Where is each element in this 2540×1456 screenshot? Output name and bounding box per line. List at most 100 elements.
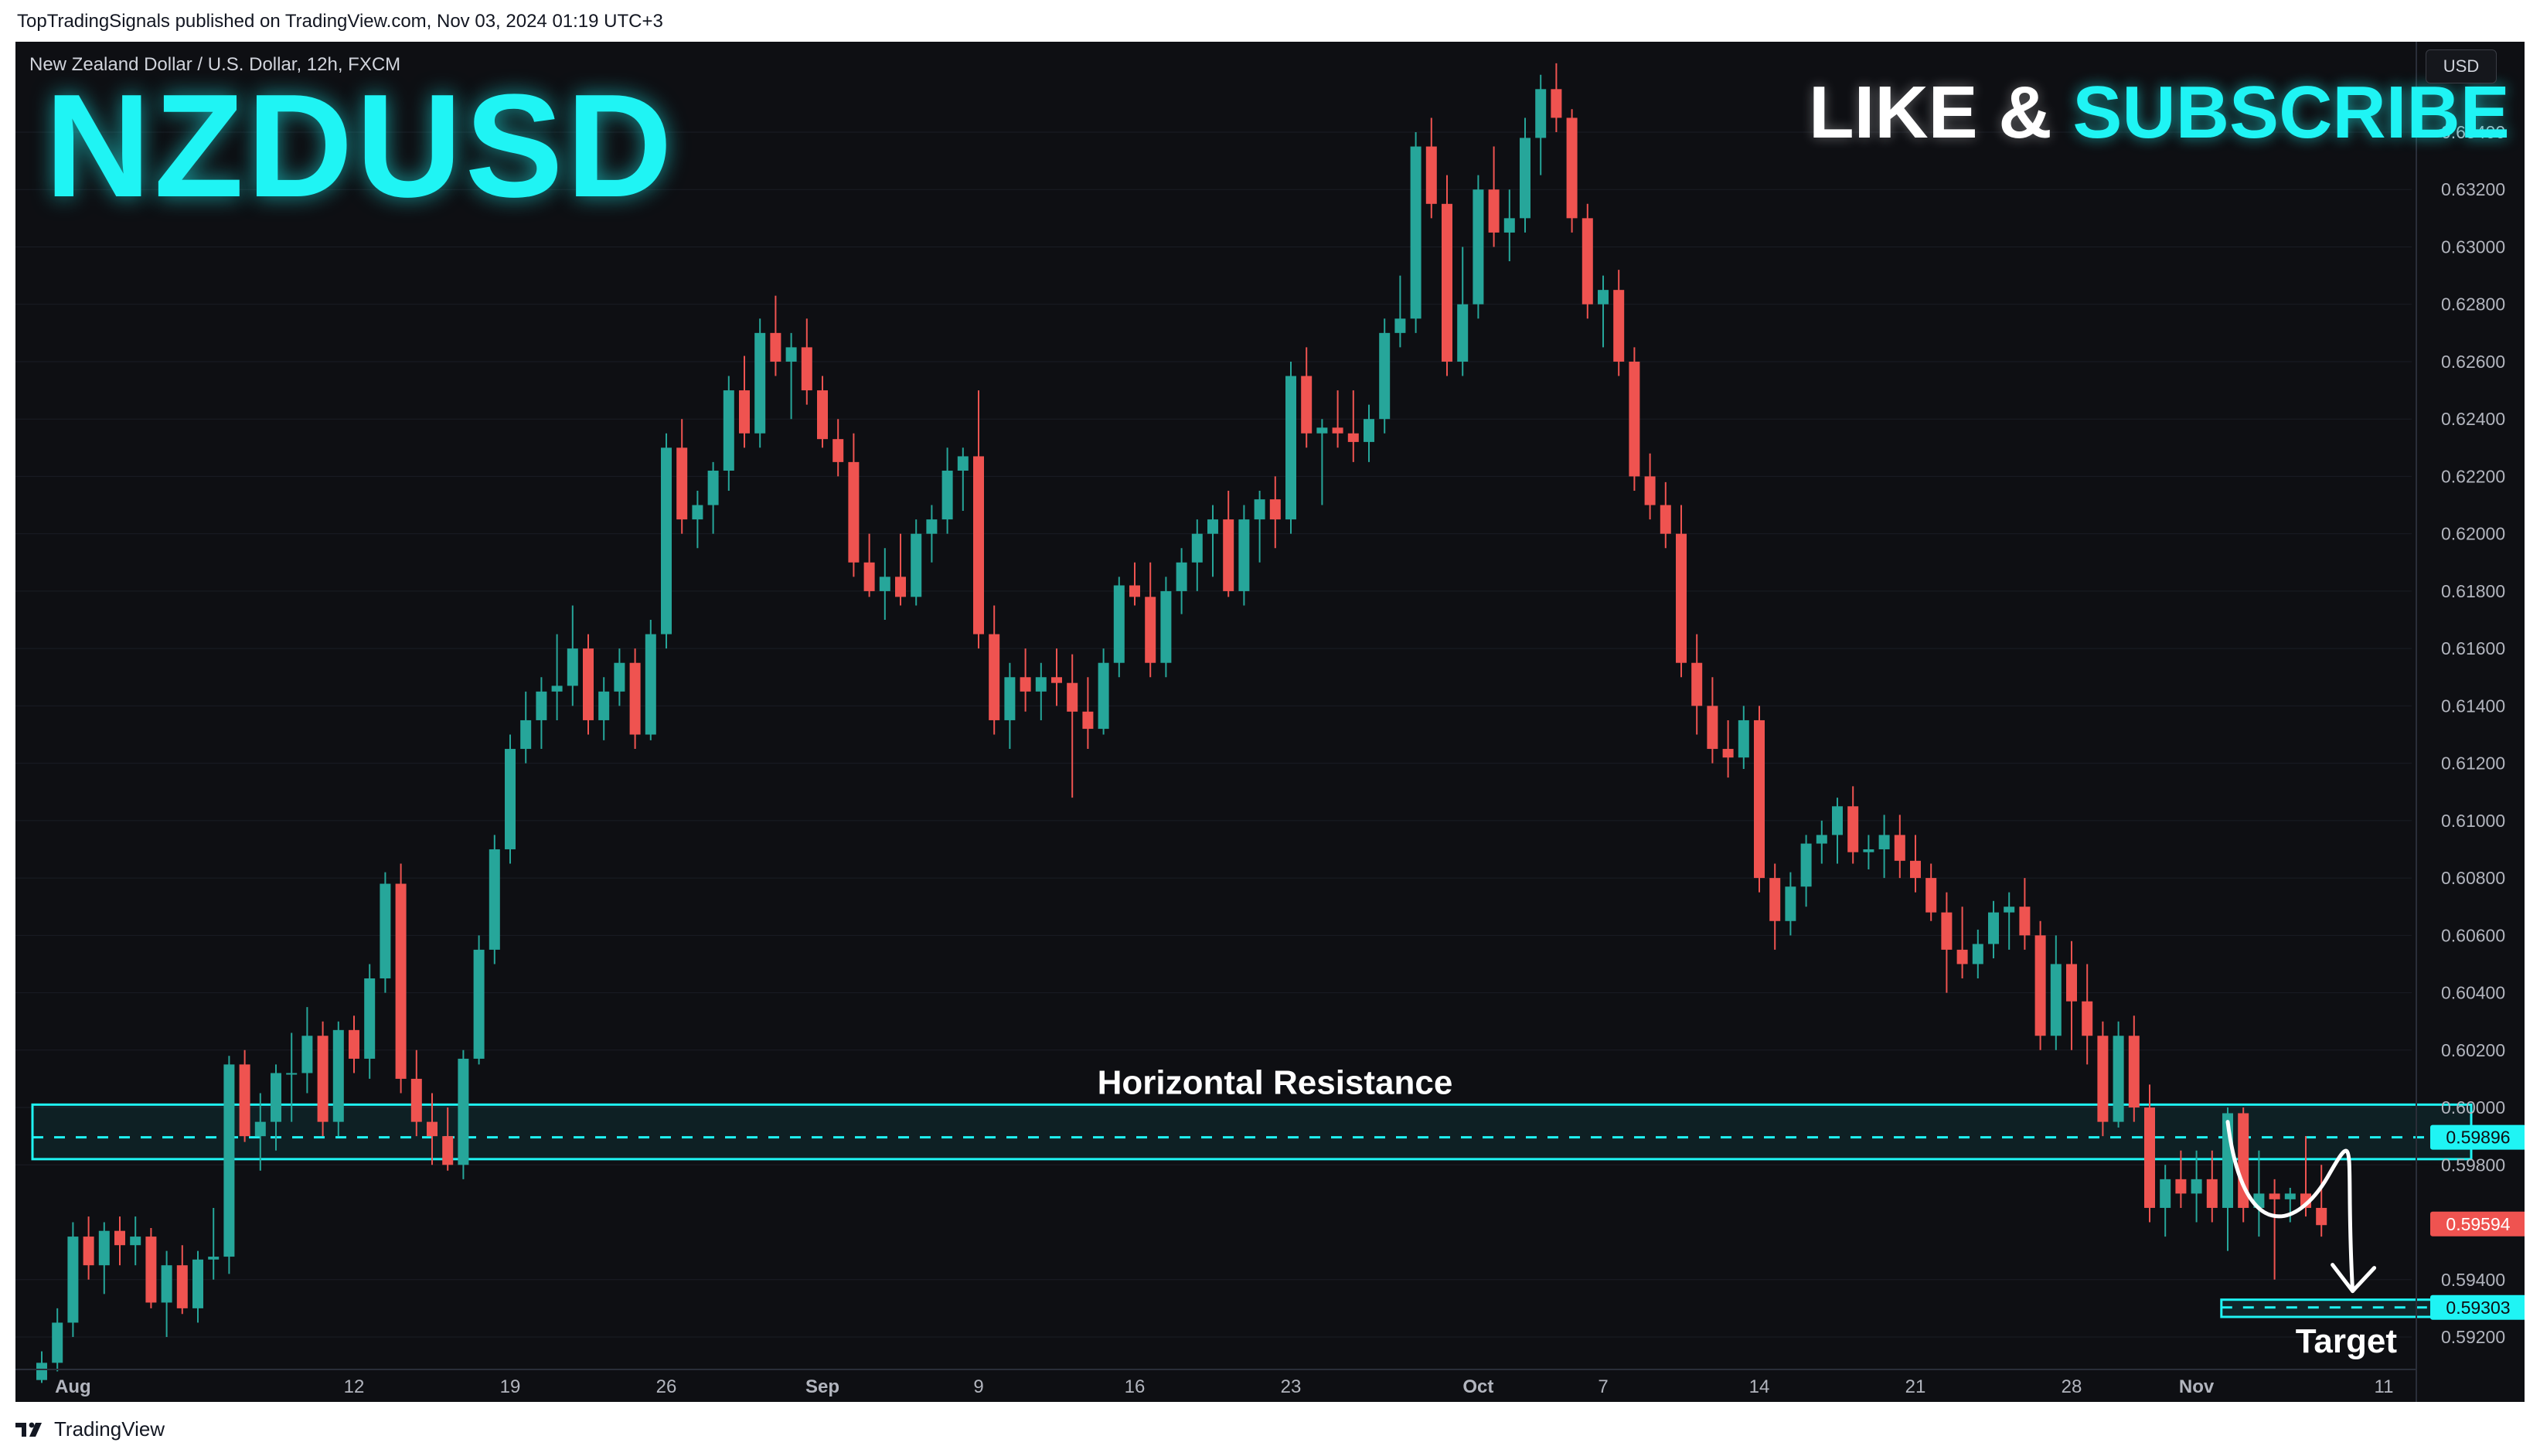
time-tick-label: Nov xyxy=(2179,1376,2215,1397)
time-tick-label: 23 xyxy=(1281,1376,1302,1397)
annotation-layer: Horizontal Resistance Target xyxy=(1098,1063,2398,1360)
candle-body xyxy=(114,1230,125,1246)
candle-body xyxy=(1676,533,1687,663)
candle-body xyxy=(1301,376,1313,434)
candle-body xyxy=(176,1265,188,1308)
projection-arrowhead xyxy=(2331,1263,2377,1294)
price-tick-label: 0.61200 xyxy=(2441,754,2505,774)
candle-body xyxy=(1800,843,1812,887)
candle-body xyxy=(770,332,781,362)
grid-layer xyxy=(15,131,2412,1338)
promo-like: LIKE & xyxy=(1809,71,2073,154)
candle-body xyxy=(1629,361,1640,477)
footer-brand[interactable]: TradingView xyxy=(15,1417,165,1441)
price-badge-label: 0.59896 xyxy=(2446,1128,2510,1148)
candle-body xyxy=(1738,719,1749,758)
candle-body xyxy=(1551,89,1562,118)
candle-body xyxy=(1442,203,1452,362)
candle-body xyxy=(817,390,828,440)
axis-layer: 0.63400 0.63200 0.63000 0.62800 0.62600 0.624… xyxy=(15,42,2525,1402)
price-badge xyxy=(2430,1124,2525,1150)
candle-body xyxy=(1457,304,1469,362)
price-badge xyxy=(2430,1211,2525,1237)
candle-body xyxy=(1598,290,1609,304)
price-chart[interactable]: Horizontal Resistance Target 0.63400 0.632… xyxy=(15,42,2525,1402)
price-tick-label: 0.61400 xyxy=(2441,696,2505,716)
price-badge-label: 0.59303 xyxy=(2446,1298,2510,1318)
chart-frame[interactable]: Horizontal Resistance Target 0.63400 0.632… xyxy=(15,42,2525,1402)
candle-body xyxy=(2066,964,2077,1002)
candle-body xyxy=(1925,878,1937,913)
candle-body xyxy=(1082,711,1094,730)
candle-body xyxy=(161,1265,172,1303)
price-tick-label: 0.60800 xyxy=(2441,868,2505,888)
candle-body xyxy=(848,461,860,563)
candle-body xyxy=(1051,677,1062,683)
candle-body xyxy=(1722,749,1734,758)
candle-body xyxy=(1129,585,1140,597)
candle-body xyxy=(1285,376,1296,520)
time-tick-label: 9 xyxy=(973,1376,983,1397)
candle-body xyxy=(2128,1036,2140,1108)
candle-body xyxy=(2191,1179,2202,1194)
price-tick-label: 0.63200 xyxy=(2441,179,2505,199)
candle-body xyxy=(1410,146,1422,319)
currency-button[interactable]: USD xyxy=(2426,49,2497,83)
candle-body xyxy=(2269,1193,2280,1199)
candle-layer xyxy=(36,63,2327,1383)
projection-arrow-line xyxy=(2225,1120,2355,1294)
price-tick-label: 0.62600 xyxy=(2441,352,2505,372)
candle-body xyxy=(973,456,984,634)
candle-body xyxy=(2144,1107,2155,1208)
candle-body xyxy=(2284,1193,2296,1199)
candle-body xyxy=(1223,519,1234,591)
candle-body xyxy=(629,662,641,735)
candle-body xyxy=(208,1257,220,1260)
chart-symbol-header[interactable]: New Zealand Dollar / U.S. Dollar, 12h, F… xyxy=(29,54,401,75)
candle-body xyxy=(1972,944,1983,964)
candle-body xyxy=(739,390,750,434)
candle-body xyxy=(1894,835,1905,861)
candle-body xyxy=(2316,1207,2327,1226)
candle-body xyxy=(1238,519,1250,591)
candle-body xyxy=(1020,677,1031,692)
candle-body xyxy=(551,685,563,692)
candle-body xyxy=(98,1230,110,1266)
time-tick-label: 21 xyxy=(1905,1376,1926,1397)
candle-body xyxy=(1207,519,1218,534)
candle-body xyxy=(1956,949,1968,964)
candle-body xyxy=(583,648,594,720)
candle-body xyxy=(1988,912,1999,944)
price-tick-label: 0.61600 xyxy=(2441,638,2505,658)
candle-body xyxy=(52,1322,63,1363)
candle-body xyxy=(1832,806,1843,835)
candle-body xyxy=(489,849,500,950)
candle-body xyxy=(957,456,969,471)
candle-body xyxy=(1520,138,1530,219)
candle-body xyxy=(317,1036,329,1122)
tradingview-logo-icon xyxy=(15,1422,42,1437)
candle-body xyxy=(1941,912,1953,950)
price-tick-label: 0.60200 xyxy=(2441,1040,2505,1060)
price-tick-label: 0.61800 xyxy=(2441,581,2505,601)
candle-body xyxy=(410,1078,422,1122)
price-tick-label: 0.62000 xyxy=(2441,524,2505,544)
price-tick-label: 0.60000 xyxy=(2441,1097,2505,1118)
candle-body xyxy=(567,648,578,686)
candle-body xyxy=(2050,964,2062,1036)
candle-body xyxy=(442,1136,454,1165)
candle-body xyxy=(645,634,656,735)
price-tick-label: 0.59800 xyxy=(2441,1155,2505,1175)
candle-body xyxy=(192,1259,203,1308)
candle-body xyxy=(1035,677,1047,692)
candle-body xyxy=(1488,189,1500,233)
candle-body xyxy=(895,577,906,597)
candle-body xyxy=(911,533,922,597)
candle-body xyxy=(301,1036,313,1073)
candle-body xyxy=(754,332,766,434)
candle-body xyxy=(36,1362,47,1380)
candle-body xyxy=(661,447,672,634)
candle-body xyxy=(676,447,688,520)
price-tick-label: 0.59200 xyxy=(2441,1327,2505,1347)
candle-body xyxy=(692,505,703,520)
